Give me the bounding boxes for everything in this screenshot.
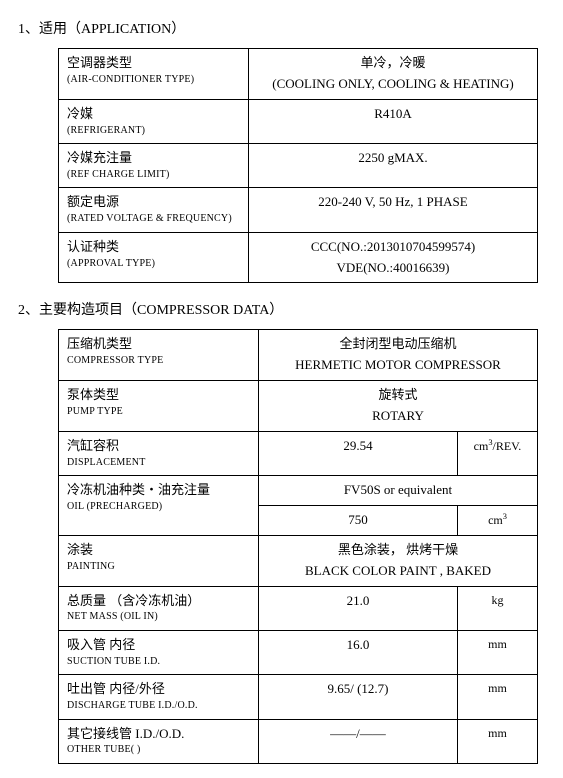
row-label: 压缩机类型COMPRESSOR TYPE [59, 330, 259, 381]
table-row: 额定电源(RATED VOLTAGE & FREQUENCY)220-240 V… [59, 188, 538, 232]
row-unit: cm3 [457, 505, 537, 535]
row-label: 总质量 （含冷冻机油）NET MASS (OIL IN) [59, 586, 259, 630]
row-value: ——/—— [259, 719, 458, 763]
row-value: 黑色涂装， 烘烤干燥BLACK COLOR PAINT , BAKED [259, 535, 538, 586]
row-label: 冷冻机油种类・油充注量OIL (PRECHARGED) [59, 476, 259, 536]
row-label: 冷媒充注量(REF CHARGE LIMIT) [59, 144, 249, 188]
table-row: 冷媒(REFRIGERANT)R410A [59, 99, 538, 143]
row-label: 涂装PAINTING [59, 535, 259, 586]
row-label: 认证种类(APPROVAL TYPE) [59, 232, 249, 283]
row-unit: kg [457, 586, 537, 630]
application-table: 空调器类型(AIR-CONDITIONER TYPE)单冷，冷暖(COOLING… [58, 48, 538, 283]
row-unit: mm [457, 719, 537, 763]
row-value: CCC(NO.:2013010704599574)VDE(NO.:4001663… [249, 232, 538, 283]
row-unit: cm3/REV. [457, 431, 537, 475]
row-label: 空调器类型(AIR-CONDITIONER TYPE) [59, 49, 249, 100]
section1-title: 1、适用（APPLICATION） [18, 18, 545, 38]
row-value: 9.65/ (12.7) [259, 675, 458, 719]
row-value: R410A [249, 99, 538, 143]
row-value: 单冷，冷暖(COOLING ONLY, COOLING & HEATING) [249, 49, 538, 100]
table-row: 压缩机类型COMPRESSOR TYPE全封闭型电动压缩机HERMETIC MO… [59, 330, 538, 381]
row-value: 全封闭型电动压缩机HERMETIC MOTOR COMPRESSOR [259, 330, 538, 381]
table-row: 汽缸容积DISPLACEMENT29.54cm3/REV. [59, 431, 538, 475]
table-row: 空调器类型(AIR-CONDITIONER TYPE)单冷，冷暖(COOLING… [59, 49, 538, 100]
row-value: 旋转式ROTARY [259, 381, 538, 432]
table-row: 吐出管 内径/外径DISCHARGE TUBE I.D./O.D.9.65/ (… [59, 675, 538, 719]
table-row: 其它接线管 I.D./O.D.OTHER TUBE( )——/——mm [59, 719, 538, 763]
row-label: 吸入管 内径SUCTION TUBE I.D. [59, 630, 259, 674]
table-row: 涂装PAINTING黑色涂装， 烘烤干燥BLACK COLOR PAINT , … [59, 535, 538, 586]
table-row: 冷冻机油种类・油充注量OIL (PRECHARGED)FV50S or equi… [59, 476, 538, 506]
row-label: 额定电源(RATED VOLTAGE & FREQUENCY) [59, 188, 249, 232]
row-label: 其它接线管 I.D./O.D.OTHER TUBE( ) [59, 719, 259, 763]
table-row: 泵体类型PUMP TYPE旋转式ROTARY [59, 381, 538, 432]
row-unit: mm [457, 630, 537, 674]
section2-title: 2、主要构造项目（COMPRESSOR DATA） [18, 299, 545, 319]
row-label: 汽缸容积DISPLACEMENT [59, 431, 259, 475]
row-value: 21.0 [259, 586, 458, 630]
row-value: 750 [259, 505, 458, 535]
row-value: FV50S or equivalent [259, 476, 538, 506]
row-value: 16.0 [259, 630, 458, 674]
table-row: 总质量 （含冷冻机油）NET MASS (OIL IN)21.0kg [59, 586, 538, 630]
table-row: 冷媒充注量(REF CHARGE LIMIT)2250 gMAX. [59, 144, 538, 188]
row-value: 2250 gMAX. [249, 144, 538, 188]
row-label: 泵体类型PUMP TYPE [59, 381, 259, 432]
row-value: 29.54 [259, 431, 458, 475]
compressor-table: 压缩机类型COMPRESSOR TYPE全封闭型电动压缩机HERMETIC MO… [58, 329, 538, 763]
table-row: 认证种类(APPROVAL TYPE)CCC(NO.:2013010704599… [59, 232, 538, 283]
row-unit: mm [457, 675, 537, 719]
row-label: 冷媒(REFRIGERANT) [59, 99, 249, 143]
row-value: 220-240 V, 50 Hz, 1 PHASE [249, 188, 538, 232]
row-label: 吐出管 内径/外径DISCHARGE TUBE I.D./O.D. [59, 675, 259, 719]
table-row: 吸入管 内径SUCTION TUBE I.D.16.0mm [59, 630, 538, 674]
